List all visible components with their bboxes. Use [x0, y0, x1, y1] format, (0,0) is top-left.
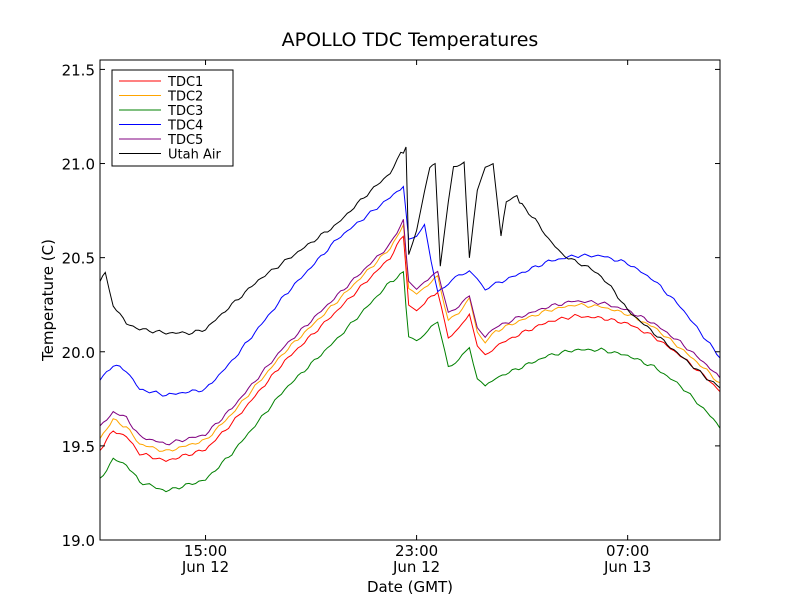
x-tick-label-time: 15:00 — [184, 542, 227, 560]
y-tick-label: 20.5 — [62, 250, 95, 268]
legend-box — [111, 69, 234, 167]
legend-label: Utah Air — [168, 148, 221, 163]
x-axis-label: Date (GMT) — [367, 578, 453, 596]
x-tick-label-date: Jun 13 — [603, 558, 651, 576]
y-tick-label: 20.0 — [62, 344, 95, 362]
y-tick-label: 19.0 — [62, 532, 95, 550]
y-tick-label: 21.5 — [62, 61, 95, 79]
series-layer — [100, 146, 720, 493]
chart-title: APOLLO TDC Temperatures — [282, 29, 539, 51]
plot-area — [99, 59, 721, 541]
x-tick-label-time: 07:00 — [606, 542, 649, 560]
series-line-tdc4 — [100, 185, 720, 397]
y-tick-label: 19.5 — [62, 438, 95, 456]
legend-label: TDC2 — [167, 90, 203, 105]
y-axis: 19.0 19.5 20.0 20.5 21.0 21.5 — [62, 61, 720, 550]
series-line-tdc1 — [100, 235, 720, 462]
x-tick-label-date: Jun 12 — [181, 558, 229, 576]
x-tick-label-time: 23:00 — [395, 542, 438, 560]
series-line-tdc5 — [100, 219, 720, 446]
y-tick-label: 21.0 — [62, 156, 95, 174]
x-tick-label-date: Jun 12 — [392, 558, 440, 576]
series-line-utah-air — [100, 146, 720, 389]
y-axis-label: Temperature (C) — [39, 239, 57, 362]
legend-label: TDC5 — [167, 133, 203, 148]
legend-label: TDC1 — [167, 75, 203, 90]
legend-label: TDC4 — [167, 119, 203, 134]
series-line-tdc2 — [100, 222, 720, 452]
legend-label: TDC3 — [167, 104, 203, 119]
series-line-tdc3 — [100, 270, 720, 493]
